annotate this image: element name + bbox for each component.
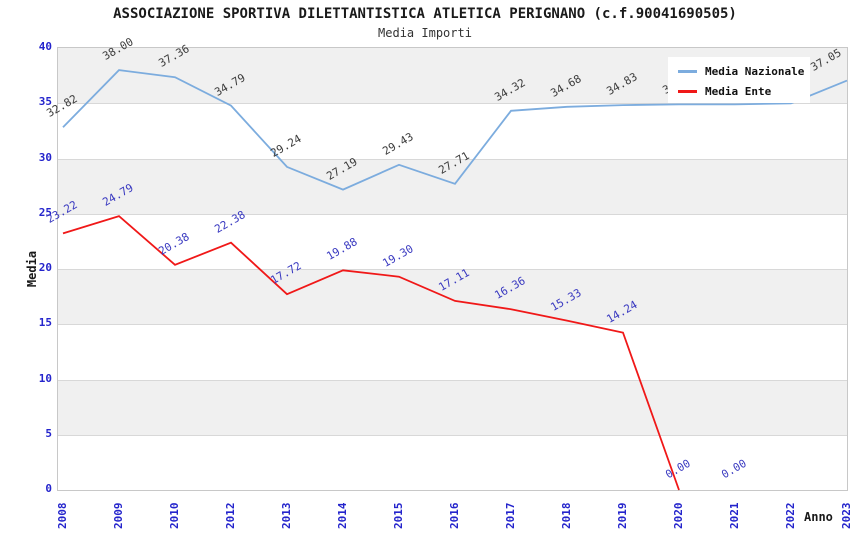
media-ente-line-sample-icon [678,89,697,93]
x-tick-label: 2020 [672,502,685,530]
chart-subtitle: Media Importi [378,26,472,40]
line-media-nazionale [62,69,848,191]
grid-line [58,324,847,326]
grid-line [58,103,847,105]
series-lines [62,69,848,491]
plot-area [57,47,848,491]
legend-label-media-nazionale: Media Nazionale [705,64,805,78]
x-tick-label: 2015 [392,502,405,530]
y-tick-label: 35 [38,95,52,109]
x-tick-label: 2016 [448,502,461,530]
x-tick-label: 2017 [504,502,517,530]
y-tick-label: 25 [38,205,52,219]
y-tick-label: 10 [38,371,52,385]
y-tick-label: 5 [45,426,52,440]
grid-line [58,434,847,436]
x-tick-label: 2019 [616,502,629,530]
x-tick-label: 2023 [840,502,850,530]
legend-item-media-nazionale: Media Nazionale [668,63,804,79]
x-tick-label: 2022 [784,502,797,530]
y-tick-label: 20 [38,261,52,274]
x-tick-label: 2018 [560,502,573,530]
x-tick-label: 2010 [168,502,181,530]
y-tick-label: 0 [45,482,52,495]
y-tick-label: 15 [38,316,52,330]
grid-line [58,379,847,381]
x-axis-title: Anno [804,510,833,524]
legend: Media Nazionale Media Ente [668,57,810,103]
chart-title: ASSOCIAZIONE SPORTIVA DILETTANTISTICA AT… [113,6,737,22]
x-tick-label: 2013 [280,502,293,530]
y-tick-label: 40 [38,40,52,53]
x-tick-label: 2012 [224,502,237,530]
x-tick-label: 2014 [336,502,349,530]
legend-item-media-ente: Media Ente [668,83,771,99]
grid-line [58,269,847,270]
x-tick-label: 2009 [112,502,125,530]
line-media-ente [62,215,680,491]
legend-label-media-ente: Media Ente [705,84,772,98]
x-tick-label: 2021 [728,502,741,530]
background-band [58,269,847,325]
grid-line [58,158,847,160]
background-band [58,158,847,214]
media-nazionale-line-sample-icon [678,69,697,73]
x-tick-label: 2008 [56,502,69,530]
background-band [58,379,847,435]
y-tick-label: 30 [38,150,52,164]
grid-line [58,213,847,215]
